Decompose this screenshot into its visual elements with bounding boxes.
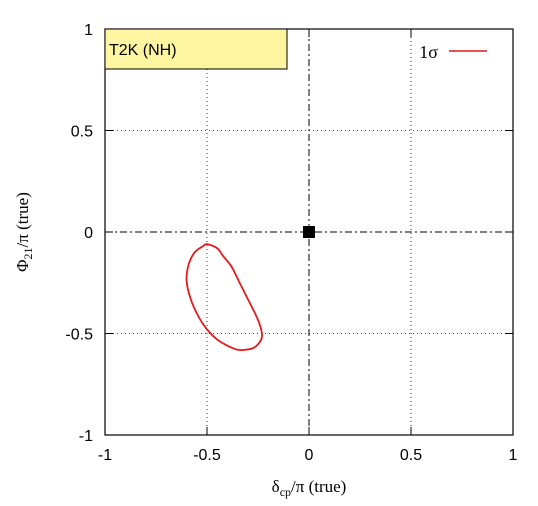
y-tick-label: 1 [84, 22, 93, 39]
series-contour-1sigma [185, 243, 263, 352]
y-axis-label-sub: 21 [21, 247, 35, 259]
series-layer [185, 57, 315, 352]
x-tick-label: -0.5 [193, 447, 221, 464]
x-axis-label-main: δ [272, 477, 280, 496]
tick-labels: -1 -0.5 0 0.5 1 -1 -0.5 0 0.5 1 [65, 22, 517, 464]
y-axis-label: Φ21/π (true) [13, 192, 35, 272]
y-tick-label: 0.5 [71, 124, 93, 141]
x-axis-label-rest: /π (true) [291, 477, 346, 496]
x-axis-label-sub: cp [280, 485, 291, 499]
x-tick-label: 0 [305, 447, 314, 464]
legend: 1σ [419, 42, 487, 62]
y-axis-label-rest: /π (true) [13, 192, 32, 247]
annotation-box: T2K (NH) [104, 28, 288, 70]
x-tick-label: 0.5 [400, 447, 422, 464]
y-tick-label: 0 [84, 225, 93, 242]
legend-entry-label: 1σ [419, 42, 438, 62]
x-tick-label: 1 [509, 447, 518, 464]
y-tick-label: -0.5 [65, 327, 93, 344]
annotation-box-background [104, 28, 288, 70]
true-point-marker [303, 226, 315, 238]
y-tick-label: -1 [79, 428, 93, 445]
x-axis-label: δcp/π (true) [272, 477, 347, 499]
annotation-box-label: T2K (NH) [109, 42, 177, 59]
crosshair-lines [105, 29, 513, 435]
y-axis-label-main: Φ [13, 259, 32, 271]
x-tick-label: -1 [98, 447, 112, 464]
